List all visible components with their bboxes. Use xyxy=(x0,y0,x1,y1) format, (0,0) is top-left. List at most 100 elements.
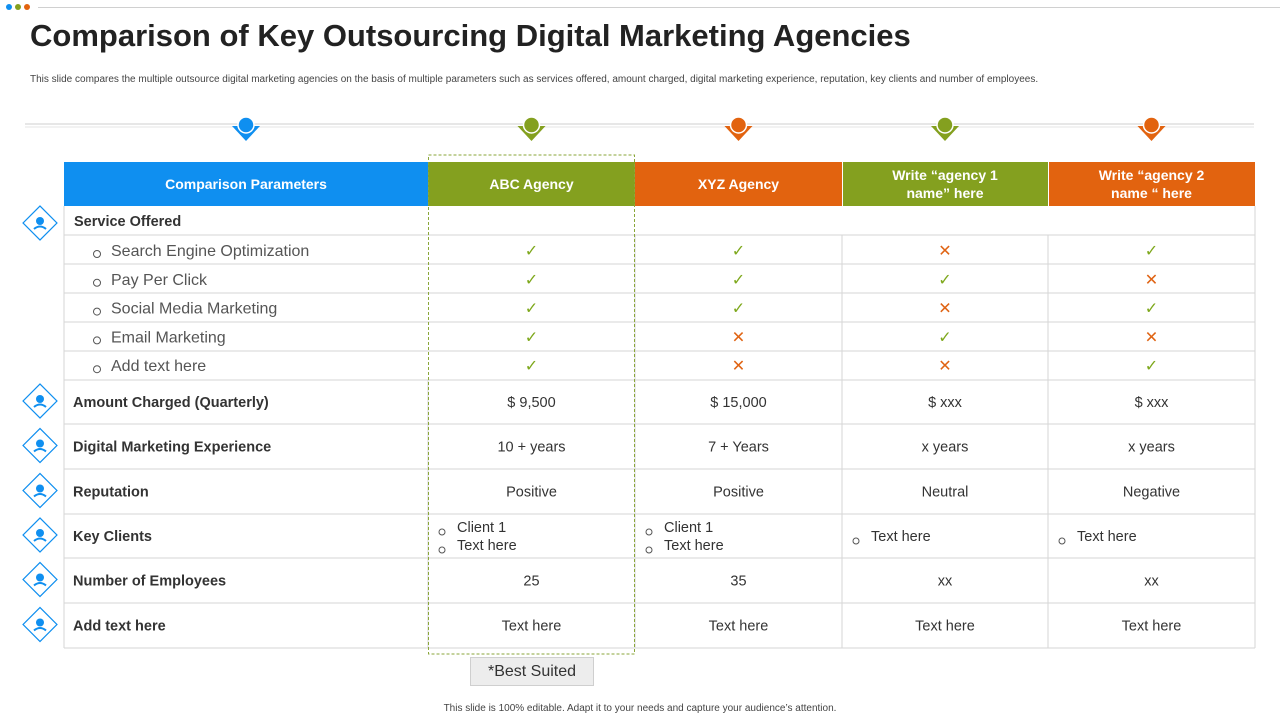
header-agency-cell-2 xyxy=(842,162,1048,206)
service-row: Pay Per Click ✓ ✓ ✓ ✕ xyxy=(93,270,1158,289)
hand-gear-icon xyxy=(22,205,58,241)
cross-icon: ✕ xyxy=(732,327,745,346)
header-agency-name-0: ABC Agency xyxy=(489,176,573,192)
check-icon: ✓ xyxy=(525,299,538,318)
page-subtitle: This slide compares the multiple outsour… xyxy=(30,74,1039,85)
header-agency-name-3: Write “agency 2 name “ here xyxy=(1099,167,1205,201)
page-title: Comparison of Key Outsourcing Digital Ma… xyxy=(30,18,911,53)
check-icon: ✓ xyxy=(732,270,745,289)
cell-value: Positive xyxy=(506,485,557,501)
cell-value: $ xxx xyxy=(1135,395,1170,411)
service-row: Social Media Marketing ✓ ✓ ✕ ✓ xyxy=(93,299,1158,318)
client-item: Text here xyxy=(1077,529,1137,545)
row-label: Reputation xyxy=(73,485,149,501)
service-name: Search Engine Optimization xyxy=(111,243,309,260)
table-grid xyxy=(63,206,1256,649)
check-icon: ✓ xyxy=(525,327,538,346)
cell-value: x years xyxy=(922,440,969,456)
table-row: Number of Employees 25 35 xx xx xyxy=(73,574,1160,590)
footer-note: This slide is 100% editable. Adapt it to… xyxy=(443,703,837,714)
table-row: Add text here Text here Text here Text here… xyxy=(73,619,1181,635)
cell-value: Negative xyxy=(1123,485,1180,501)
row-label: Number of Employees xyxy=(73,574,226,590)
cell-value: xx xyxy=(1144,574,1159,590)
blue-dot xyxy=(6,4,12,10)
cross-icon: ✕ xyxy=(938,299,951,318)
cross-icon: ✕ xyxy=(1145,270,1158,289)
check-icon: ✓ xyxy=(1145,356,1158,375)
table-row: Digital Marketing Experience 10 + years 7 … xyxy=(73,440,1175,456)
service-offered-group: Service Offered Search Engine Optimizatio… xyxy=(74,214,1158,375)
cell-value: Text here xyxy=(709,619,769,635)
check-icon: ✓ xyxy=(732,241,745,260)
service-row: Email Marketing ✓ ✕ ✓ ✕ xyxy=(93,327,1158,346)
client-item: Text here xyxy=(664,538,724,554)
presentation-icon xyxy=(22,606,58,643)
service-row: Search Engine Optimization ✓ ✓ ✕ ✓ xyxy=(93,241,1158,260)
table-row: Amount Charged (Quarterly) $ 9,500 $ 15,00… xyxy=(73,395,1169,411)
column-pin-3 xyxy=(931,116,959,141)
service-name: Add text here xyxy=(111,358,206,375)
header-agency-cell-0 xyxy=(428,162,635,206)
column-pin-1 xyxy=(517,116,546,141)
check-icon: ✓ xyxy=(938,270,951,289)
service-name: Pay Per Click xyxy=(111,272,208,289)
medal-icon xyxy=(22,472,58,509)
check-icon: ✓ xyxy=(1145,299,1158,318)
cross-icon: ✕ xyxy=(1145,327,1158,346)
header-agency-name-1: XYZ Agency xyxy=(698,176,779,192)
client-item: Client 1 xyxy=(457,520,506,536)
money-hand-icon xyxy=(22,383,58,419)
comparison-table: Comparison Parameters ABC Agency XYZ Agenc… xyxy=(22,116,1256,655)
team-icon xyxy=(22,561,58,598)
cell-value: 35 xyxy=(730,574,746,590)
table-header: Comparison Parameters ABC Agency XYZ Agenc… xyxy=(64,162,1255,206)
service-name: Email Marketing xyxy=(111,329,226,346)
cross-icon: ✕ xyxy=(938,356,951,375)
cell-value: x years xyxy=(1128,440,1175,456)
check-icon: ✓ xyxy=(525,270,538,289)
client-item: Text here xyxy=(457,538,517,554)
cell-value: Text here xyxy=(915,619,975,635)
people-group-icon xyxy=(22,517,58,553)
cell-value: Text here xyxy=(1122,619,1182,635)
check-icon: ✓ xyxy=(732,299,745,318)
client-item: Client 1 xyxy=(664,520,713,536)
header-agency-name-2: Write “agency 1 name” here xyxy=(892,167,998,201)
row-label: Amount Charged (Quarterly) xyxy=(73,395,269,411)
cell-value: Neutral xyxy=(922,485,969,501)
row-label: Key Clients xyxy=(73,529,152,545)
column-pin-2 xyxy=(724,116,753,141)
cell-value: $ 15,000 xyxy=(710,395,766,411)
header-param-cell xyxy=(64,162,428,206)
cell-value: xx xyxy=(938,574,953,590)
service-offered-label: Service Offered xyxy=(74,214,181,230)
check-icon: ✓ xyxy=(525,241,538,260)
service-row: Add text here ✓ ✕ ✕ ✓ xyxy=(93,356,1158,375)
brand-dots xyxy=(6,4,30,10)
header-agency-cell-3 xyxy=(1048,162,1255,206)
cell-value: 10 + years xyxy=(497,440,565,456)
cell-value: 25 xyxy=(523,574,539,590)
top-divider xyxy=(38,7,1280,8)
service-name: Social Media Marketing xyxy=(111,301,277,318)
cell-value: Positive xyxy=(713,485,764,501)
row-label: Digital Marketing Experience xyxy=(73,440,271,456)
table-row: Key Clients Client 1 Text here Client 1 Text… xyxy=(73,520,1137,554)
best-suited-highlight xyxy=(428,154,635,655)
column-pin-0 xyxy=(232,116,260,141)
cross-icon: ✕ xyxy=(938,241,951,260)
table-row: Reputation Positive Positive Neutral Negativ… xyxy=(73,485,1180,501)
best-suited-label: *Best Suited xyxy=(470,657,594,686)
column-pin-4 xyxy=(1137,116,1166,141)
check-icon: ✓ xyxy=(1145,241,1158,260)
header-agency-cell-1 xyxy=(635,162,842,206)
client-item: Text here xyxy=(871,529,931,545)
laptop-chart-icon xyxy=(22,427,58,464)
cell-value: $ xxx xyxy=(928,395,963,411)
cell-value: Text here xyxy=(502,619,562,635)
cell-value: 7 + Years xyxy=(708,440,769,456)
cross-icon: ✕ xyxy=(732,356,745,375)
cell-value: $ 9,500 xyxy=(507,395,555,411)
orange-dot xyxy=(24,4,30,10)
